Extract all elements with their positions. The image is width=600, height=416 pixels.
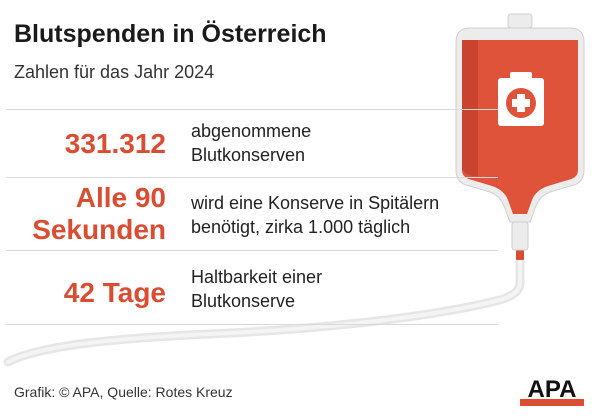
stat-row-donations: 331.312 abgenommene Blutkonserven	[6, 110, 498, 176]
stat-value: 42 Tage	[63, 277, 166, 308]
stat-row-shelf-life: 42 Tage Haltbarkeit einer Blutkonserve	[6, 251, 498, 323]
page-subtitle: Zahlen für das Jahr 2024	[14, 62, 215, 82]
stat-description: abgenommene Blutkonserven	[191, 121, 312, 165]
stat-row-frequency: Alle 90 Sekunden wird eine Konserve in S…	[6, 178, 498, 248]
apa-logo: APA	[520, 376, 584, 406]
bag-hanger	[507, 13, 533, 29]
stat-value: 331.312	[64, 128, 166, 159]
divider	[6, 250, 498, 251]
bag-blood	[462, 40, 578, 214]
stat-value: Alle 90 Sekunden	[32, 182, 166, 245]
tube-clamp	[516, 250, 524, 260]
page-title: Blutspenden in Österreich	[14, 20, 327, 48]
bag-connector	[511, 221, 529, 251]
stat-description: wird eine Konserve in Spitälern benötigt…	[191, 193, 440, 237]
divider	[6, 109, 498, 110]
divider	[6, 177, 498, 178]
source-credit: Grafik: © APA, Quelle: Rotes Kreuz	[14, 384, 233, 400]
divider	[6, 324, 498, 325]
stat-description: Haltbarkeit einer Blutkonserve	[191, 267, 323, 311]
svg-text:APA: APA	[528, 376, 577, 403]
